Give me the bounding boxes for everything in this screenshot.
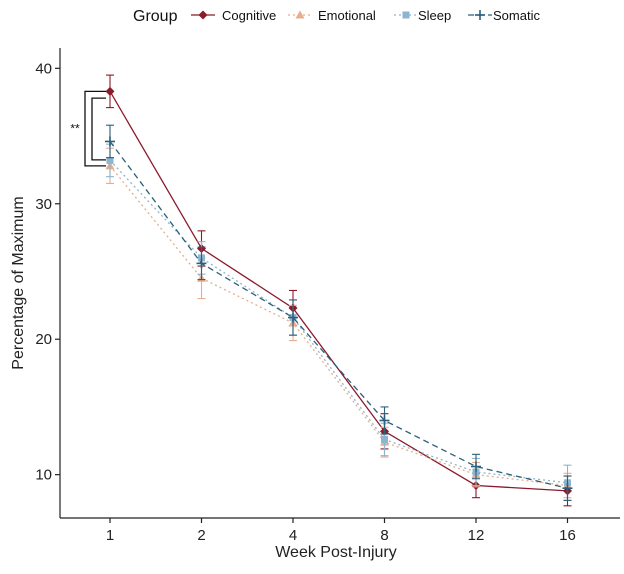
legend-swatch-marker-cognitive [198,10,208,20]
series-line-emotional [109,165,568,487]
annotations: ** [70,90,106,167]
point-cognitive-1 [105,86,115,96]
legend-label-somatic: Somatic [493,8,540,23]
series-somatic [105,124,573,501]
y-tick-label-30: 30 [35,196,52,213]
legend-item-emotional: Emotional [288,8,376,23]
legend-label-cognitive: Cognitive [222,8,276,23]
point-somatic-4 [288,312,298,323]
x-tick-label-2: 2 [197,527,205,544]
point-somatic-16 [562,483,573,494]
series-line-somatic [109,141,568,489]
legend-label-sleep: Sleep [418,8,451,23]
legend-item-cognitive: Cognitive [191,8,276,23]
point-somatic-12 [471,461,481,472]
x-tick-label-4: 4 [289,527,297,544]
significance-bracket-0: ** [70,90,106,167]
axes [59,48,620,519]
point-somatic-1 [105,136,115,147]
series-sleep [106,143,572,501]
legend: Group Cognitive Emotional Sleep Somatic [133,8,540,25]
series-cognitive [105,74,572,507]
series-emotional [105,147,572,499]
legend-swatch-marker-emotional [295,10,305,19]
y-axis-title: Percentage of Maximum [10,196,27,369]
bracket-inner [91,97,106,161]
y-tick-label-20: 20 [35,331,52,348]
series-line-sleep [109,159,568,484]
series-line-cognitive [109,91,568,492]
legend-title: Group [133,8,178,25]
x-tick-label-16: 16 [559,527,576,544]
significance-label: ** [70,122,80,136]
x-tick-label-12: 12 [468,527,485,544]
legend-swatch-marker-sleep [402,11,410,19]
point-somatic-8 [379,415,390,426]
legend-label-emotional: Emotional [318,8,376,23]
y-tick-label-10: 10 [35,467,52,484]
legend-item-sleep: Sleep [394,8,451,23]
x-tick-label-8: 8 [380,527,388,544]
bracket-outer [84,90,106,167]
y-tick-label-40: 40 [35,60,52,77]
point-sleep-1 [106,156,114,164]
x-tick-label-1: 1 [106,527,114,544]
legend-item-somatic: Somatic [468,8,540,23]
point-sleep-8 [381,435,388,443]
x-axis-title: Week Post-Injury [275,544,397,561]
series [105,74,573,507]
legend-swatch-marker-somatic [475,10,485,20]
point-somatic-2 [196,258,207,269]
